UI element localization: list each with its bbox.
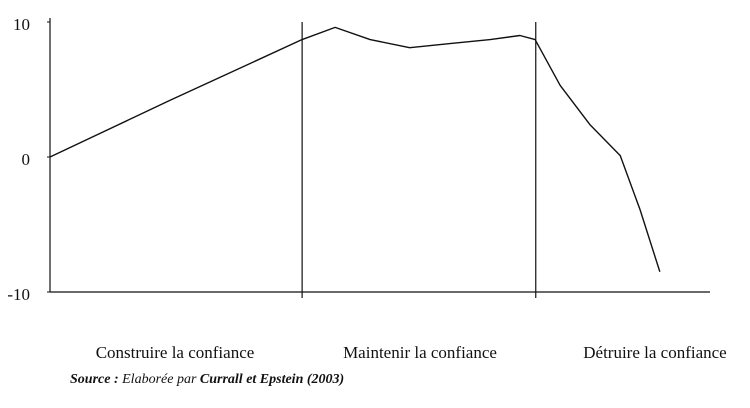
source-text: Elaborée par (121, 372, 197, 387)
trust-curve (49, 26, 661, 272)
phase-label: Détruire la confiance (583, 343, 726, 362)
y-tick-label: -10 (7, 285, 30, 304)
source-note: Source : Elaborée par Currall et Epstein… (70, 372, 344, 387)
source-authors: Currall et Epstein (2003) (200, 372, 344, 387)
source-label: Source : (70, 372, 119, 387)
y-tick-label: 0 (22, 150, 31, 169)
y-tick-label: 10 (13, 15, 30, 34)
phase-label: Construire la confiance (96, 343, 255, 362)
phase-label: Maintenir la confiance (343, 343, 497, 362)
